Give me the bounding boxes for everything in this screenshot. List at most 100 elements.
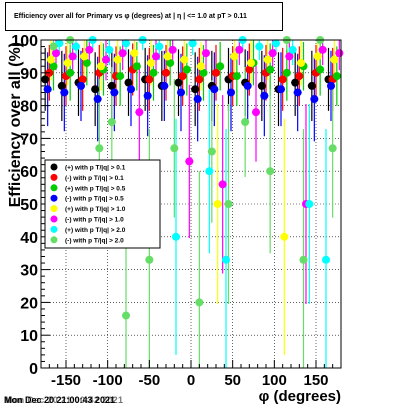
data-point [162,68,170,77]
y-axis-label: Efficiency over all (%) [7,42,24,207]
legend-entry: (-) with p T/|q| > 0.5 [65,196,124,203]
y-tick-label: 40 [20,230,38,247]
legend-marker [50,236,58,244]
y-tick-label: 90 [20,66,38,83]
legend-marker [50,225,58,233]
data-point [172,232,180,241]
x-tick-label: -150 [51,372,81,389]
data-point [224,200,233,208]
data-point [85,45,94,54]
data-point [243,81,252,90]
legend-marker [50,184,58,192]
legend-entry: (-) with p T/|q| > 0.1 [65,175,124,182]
data-point [145,75,154,84]
data-point [93,95,102,104]
data-point [63,58,72,67]
data-point [257,81,266,90]
data-point [52,49,60,58]
data-point [160,81,169,90]
data-point [216,62,225,71]
data-point [107,118,116,126]
data-point [182,65,191,74]
data-point [97,62,105,71]
data-point [118,49,127,58]
data-point [241,118,250,126]
data-point [305,200,314,208]
legend-entry: (+) with p T/|q| > 1.0 [65,206,126,213]
x-tick-label: 150 [303,372,328,389]
data-point [41,75,50,84]
data-point [49,62,58,71]
data-point [102,55,110,64]
data-point [170,144,179,153]
data-point [145,255,154,264]
legend: (+) with p T/|q| > 0.1 (-) with p T/|q| >… [44,159,161,249]
data-point [197,62,205,71]
data-point [260,91,269,100]
data-point [268,49,277,58]
data-points [41,36,344,320]
y-tick-label: 50 [20,197,38,214]
data-point [152,52,160,61]
data-point [191,85,200,94]
data-point [132,62,141,71]
axis-ticks [41,39,334,369]
data-point [277,85,285,94]
timestamp: Mon Dec 20 21:00:43 2021 [4,395,116,405]
data-point [266,65,275,74]
data-point [155,42,164,51]
data-point [299,255,308,264]
data-point [212,68,220,77]
data-point [222,255,230,264]
data-point [147,58,155,67]
y-tick-label: 10 [20,328,38,345]
data-point [232,72,241,81]
data-point [293,88,302,97]
data-point [272,39,280,48]
data-point [130,49,139,58]
data-point [313,52,322,61]
data-point [282,68,291,77]
data-point [227,88,235,97]
data-point [105,45,114,54]
chart-title: Efficiency over all for Primary vs φ (de… [5,2,283,31]
data-point [188,39,197,48]
data-point [195,75,204,84]
data-point [43,85,52,94]
legend-marker [50,173,58,181]
data-point [95,144,104,153]
data-point [263,55,272,64]
legend-marker [50,163,58,171]
tick-labels: -150 -100 -50 0 50 100 150 0 10 20 30 40 50 60 70 80 90 1… [11,33,328,389]
data-point [245,65,254,74]
x-tick-label: 50 [224,372,241,389]
data-point [285,52,294,61]
data-point [60,88,69,97]
data-point [68,52,77,61]
data-point [163,52,172,61]
data-point [180,55,189,64]
data-point [297,58,305,67]
legend-entry: (+) with p T/|q| > 2.0 [65,227,126,234]
data-point [195,298,204,307]
data-point [322,255,330,264]
x-tick-label: 0 [187,372,195,389]
y-tick-label: 70 [20,131,38,148]
y-tick-label: 20 [20,295,38,312]
y-tick-label: 100 [11,33,38,50]
data-point [168,45,177,54]
data-point [199,68,208,77]
legend-entry: (+) with p T/|q| > 0.5 [65,185,126,192]
data-point [77,81,85,90]
legend-marker [50,215,58,223]
x-tick-label: 100 [262,372,287,389]
data-point [193,95,202,104]
data-point [127,85,135,94]
data-point [135,108,144,117]
data-point [110,88,119,97]
data-point [266,167,275,176]
data-point [218,180,227,189]
data-point [166,58,175,67]
data-point [66,68,75,77]
